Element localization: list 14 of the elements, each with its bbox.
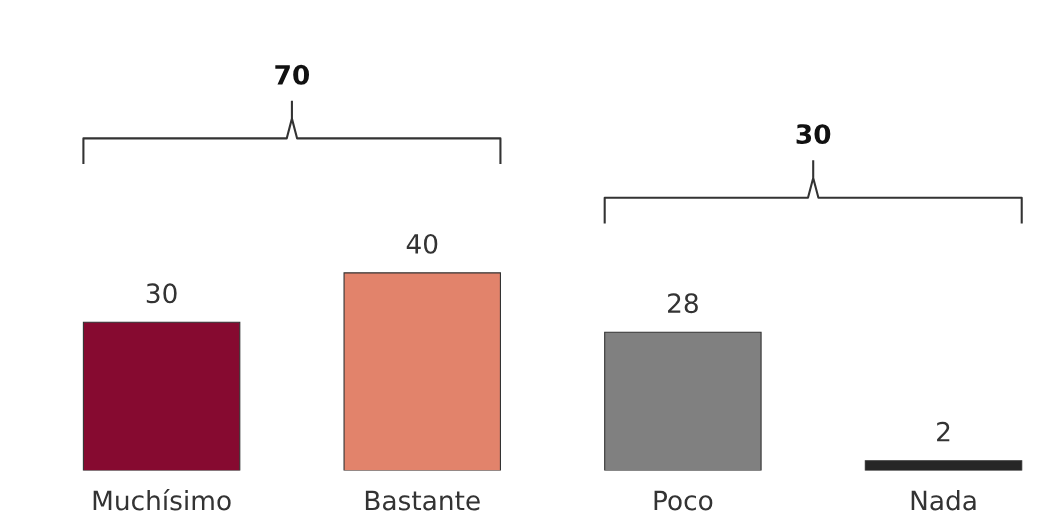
data-label: 30 <box>146 283 177 304</box>
bar <box>82 321 241 471</box>
text: 30 <box>796 124 831 145</box>
bar <box>864 460 1023 471</box>
bar <box>343 272 501 471</box>
data-label: 40 <box>406 233 438 254</box>
x-tick-label: Muchísimo <box>93 488 231 511</box>
data-label: 28 <box>668 293 698 314</box>
x-tick-label: Nada <box>911 490 976 511</box>
bar <box>604 331 762 471</box>
text: 70 <box>275 64 310 85</box>
x-tick-label: Poco <box>654 490 713 511</box>
data-label: 2 <box>937 421 950 442</box>
x-tick-label: Bastante <box>365 490 480 511</box>
